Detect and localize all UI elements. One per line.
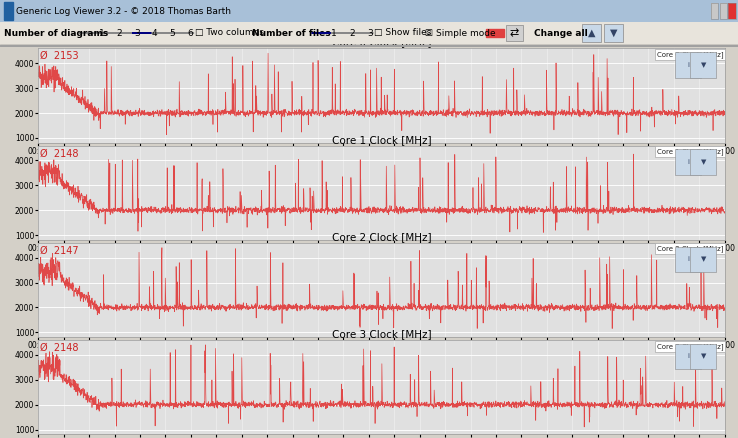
Text: Ø  2147: Ø 2147 [40, 246, 78, 255]
Text: Ø  2153: Ø 2153 [40, 51, 78, 61]
FancyBboxPatch shape [675, 344, 701, 369]
Text: Generic Log Viewer 3.2 - © 2018 Thomas Barth: Generic Log Viewer 3.2 - © 2018 Thomas B… [16, 7, 231, 15]
Text: Core 2 Clock [MHz]: Core 2 Clock [MHz] [657, 246, 723, 252]
Text: □ Two columns: □ Two columns [195, 28, 263, 38]
Text: ☑ Simple mode: ☑ Simple mode [425, 28, 496, 38]
Text: i: i [687, 256, 689, 262]
FancyBboxPatch shape [691, 149, 717, 175]
Text: 1: 1 [331, 28, 337, 38]
Text: i: i [687, 62, 689, 68]
Text: Core 1 Clock [MHz]: Core 1 Clock [MHz] [657, 148, 723, 155]
Bar [486, 28, 504, 37]
Title: Core 3 Clock [MHz]: Core 3 Clock [MHz] [332, 329, 431, 339]
Text: 5: 5 [170, 28, 176, 38]
Text: 3: 3 [367, 28, 373, 38]
Text: Change all: Change all [534, 28, 588, 38]
Text: □ Show files: □ Show files [374, 28, 432, 38]
Bar [720, 4, 727, 19]
Text: ⇄: ⇄ [510, 28, 519, 38]
Circle shape [79, 32, 106, 33]
Text: Number of files: Number of files [252, 28, 331, 38]
Title: Core 2 Clock [MHz]: Core 2 Clock [MHz] [332, 232, 431, 242]
Text: 2: 2 [349, 28, 355, 38]
Bar [4, 2, 13, 20]
Bar [728, 4, 736, 19]
Text: ▼: ▼ [701, 353, 706, 360]
Text: Core 3 Clock [MHz]: Core 3 Clock [MHz] [657, 343, 723, 350]
Text: Ø  2148: Ø 2148 [40, 343, 78, 353]
Circle shape [347, 32, 373, 33]
Text: i: i [687, 353, 689, 360]
Circle shape [168, 32, 194, 33]
Bar [604, 24, 623, 42]
Circle shape [329, 32, 356, 33]
Text: ▼: ▼ [701, 62, 706, 68]
FancyBboxPatch shape [675, 247, 701, 272]
Bar [0, 45, 738, 46]
FancyBboxPatch shape [691, 52, 717, 78]
Text: Number of diagrams: Number of diagrams [4, 28, 108, 38]
Circle shape [311, 32, 338, 33]
Bar [720, 4, 727, 19]
Text: 3: 3 [134, 28, 140, 38]
Text: ▼: ▼ [610, 28, 618, 38]
Bar [711, 4, 718, 19]
Title: Core 1 Clock [MHz]: Core 1 Clock [MHz] [332, 135, 431, 145]
Text: 2: 2 [117, 28, 123, 38]
FancyBboxPatch shape [691, 247, 717, 272]
Text: Ø  2148: Ø 2148 [40, 148, 78, 159]
Circle shape [97, 32, 123, 33]
Text: 6: 6 [187, 28, 193, 38]
Text: i: i [687, 159, 689, 165]
Text: 1: 1 [99, 28, 105, 38]
FancyBboxPatch shape [675, 149, 701, 175]
Circle shape [150, 32, 176, 33]
Bar [711, 4, 718, 19]
Text: Core 0 Clock [MHz]: Core 0 Clock [MHz] [657, 51, 723, 58]
Text: 4: 4 [152, 28, 158, 38]
Circle shape [114, 32, 141, 33]
Text: ▲: ▲ [587, 28, 596, 38]
FancyBboxPatch shape [691, 344, 717, 369]
Text: ▼: ▼ [701, 256, 706, 262]
Bar [582, 24, 601, 42]
Bar [728, 4, 736, 19]
Text: ▼: ▼ [701, 159, 706, 165]
FancyBboxPatch shape [675, 52, 701, 78]
Bar [506, 25, 523, 41]
Circle shape [132, 32, 159, 33]
Title: Core 0 Clock [MHz]: Core 0 Clock [MHz] [332, 38, 431, 48]
